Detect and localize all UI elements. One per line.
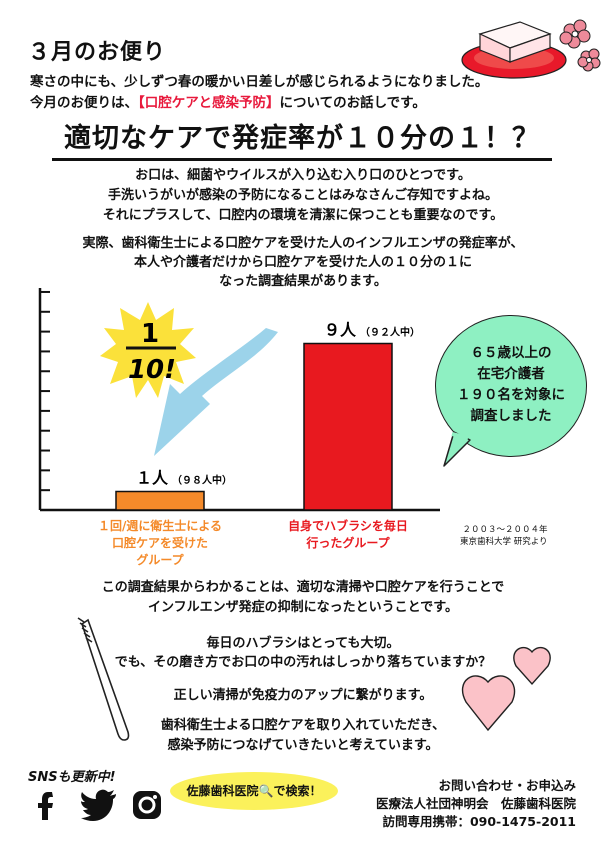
x-category-label: 自身でハブラシを毎日 行ったグループ: [268, 518, 428, 552]
text-line: お口は、細菌やウイルスが入り込む入り口のひとつです。: [135, 168, 471, 183]
burst-denominator: 10!: [128, 355, 176, 385]
text-line: 歯科衛生士よる口腔ケアを取り入れていただき、: [160, 718, 446, 733]
arrow-icon: [154, 328, 278, 456]
bubble-line: ６５歳以上の: [470, 345, 552, 361]
contact-inquiry: お問い合わせ・お申込み: [438, 778, 576, 793]
body-paragraph-1: お口は、細菌やウイルスが入り込む入り口のひとつです。 手洗いうがいが感染の予防に…: [0, 166, 606, 226]
bar-value-label: １人: [136, 469, 169, 488]
survey-bubble: ６５歳以上の 在宅介護者 １９０名を対象に 調査しました: [435, 315, 587, 457]
category-line: 自身でハブラシを毎日: [288, 519, 408, 533]
brushing-text: 毎日のハブラシはとっても大切。 でも、その磨き方でお口の中の汚れはしっかり落ちて…: [0, 634, 606, 672]
bubble-line: 調査しました: [470, 408, 552, 424]
contact-clinic: 医療法人社団神明会 佐藤歯科医院: [375, 796, 576, 811]
sns-banner: SNSも更新中!: [28, 770, 116, 785]
heart-icon: [461, 647, 551, 732]
instagram-icon[interactable]: [130, 788, 164, 822]
text-line: でも、その磨き方でお口の中の汚れはしっかり落ちていますか？: [114, 655, 492, 670]
burst-icon: 1 10!: [100, 302, 196, 398]
month-title: ３月のお便り: [28, 40, 167, 65]
intro-line-1: 寒さの中にも、少しずつ春の暖かい日差しが感じられるようになりました。: [30, 74, 489, 90]
conclusion: この調査結果からわかることは、適切な清掃や口腔ケアを行うことで インフルエンザ発…: [0, 578, 606, 618]
text-line: インフルエンザ発症の抑制になったということです。: [148, 600, 458, 615]
text-line: 本人や介護者だけから口腔ケアを受けた人の１０分の１に: [133, 255, 472, 270]
source-note: ２００３～２００４年 東京歯科大学 研究より: [460, 524, 548, 548]
text-line: 感染予防につなげていきたいと考えています。: [167, 738, 439, 753]
text-line: この調査結果からわかることは、適切な清掃や口腔ケアを行うことで: [101, 580, 505, 595]
x-category-label: １回/週に衛生士による 口腔ケアを受けた グループ: [80, 518, 240, 569]
bar-value-label: ９人: [324, 321, 357, 340]
text-line: なった調査結果があります。: [219, 274, 387, 289]
burst-numerator: 1: [141, 319, 159, 349]
text-line: 毎日のハブラシはとっても大切。: [206, 636, 400, 651]
headline: 適切なケアで発症率が１０分の１！？: [52, 116, 552, 161]
source-university: 東京歯科大学 研究より: [460, 537, 548, 547]
contact-phone[interactable]: 訪問専用携帯：090-1475-2011: [382, 814, 576, 829]
bar: [303, 342, 393, 511]
intro-line-2-post: についてのお話しです。: [279, 95, 426, 111]
bar-chart: １人 （９８人中） ９人 （９２人中）: [38, 288, 440, 512]
bar: [115, 490, 205, 511]
body-paragraph-2: 実際、歯科衛生士による口腔ケアを受けた人のインフルエンザの発症率が、 本人や介護…: [0, 234, 606, 291]
text-line: 手洗いうがいが感染の予防になることはみなさんご存知ですよね。: [107, 188, 498, 203]
intro-line-2: 今月のお便りは、【口腔ケアと感染予防】についてのお話しです。: [30, 91, 426, 111]
toothbrush-icon: [77, 617, 130, 741]
bubble-line: １９０名を対象に: [457, 387, 565, 403]
sweets-plate-icon: [461, 19, 601, 79]
closing-text: 歯科衛生士よる口腔ケアを取り入れていただき、 感染予防につなげていきたいと考えて…: [0, 716, 606, 756]
search-bubble[interactable]: 佐藤歯科医院🔍で検索！: [170, 772, 338, 810]
topic-highlight: 【口腔ケアと感染予防】: [138, 95, 280, 111]
category-line: １回/週に衛生士による: [97, 519, 223, 533]
bar-sub-label: （９２人中）: [360, 326, 420, 339]
bar-sub-label: （９８人中）: [172, 474, 232, 487]
text-line: 実際、歯科衛生士による口腔ケアを受けた人のインフルエンザの発症率が、: [82, 236, 524, 251]
category-line: 行ったグループ: [306, 536, 390, 550]
cleaning-text: 正しい清掃が免疫力のアップに繋がります。: [173, 688, 433, 703]
text-line: それにプラスして、口腔内の環境を清潔に保つことも重要なのです。: [102, 208, 504, 223]
facebook-icon[interactable]: [30, 788, 64, 822]
sakura-icon: [559, 19, 601, 72]
bubble-tail: [443, 431, 471, 467]
bubble-line: 在宅介護者: [477, 366, 545, 382]
source-years: ２００３～２００４年: [462, 525, 548, 535]
category-line: グループ: [136, 553, 184, 567]
intro-line-2-pre: 今月のお便りは、: [30, 95, 138, 111]
category-line: 口腔ケアを受けた: [111, 536, 208, 550]
twitter-icon[interactable]: [80, 788, 120, 822]
